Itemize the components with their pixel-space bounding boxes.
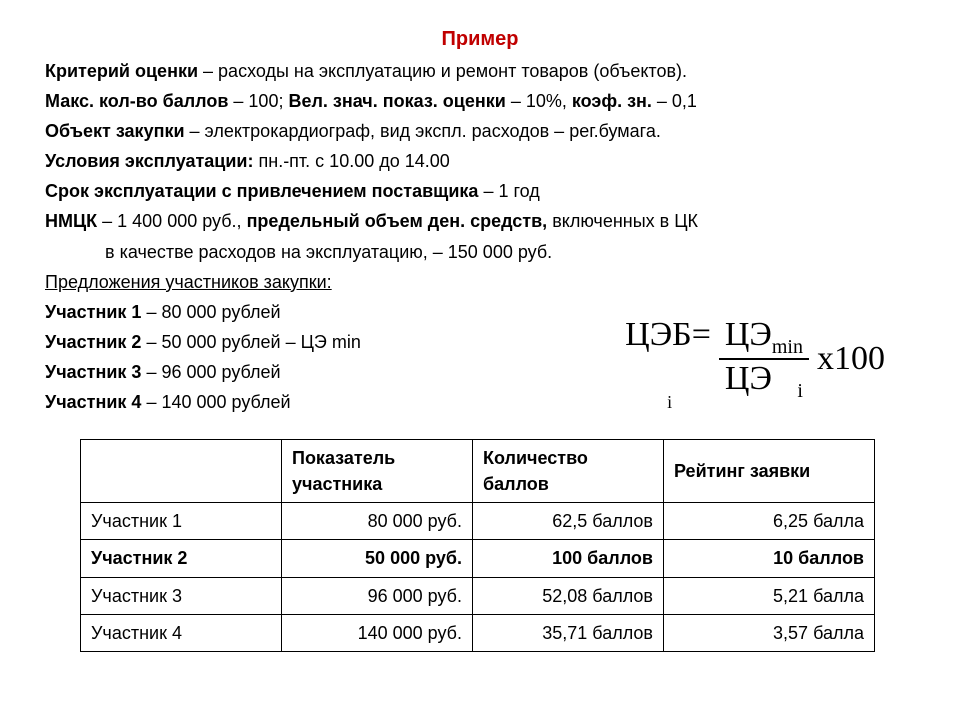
col-header-1: Показатель участника [282, 440, 473, 503]
table-cell: 96 000 руб. [282, 577, 473, 614]
formula-fraction: ЦЭmin ЦЭ i [719, 316, 809, 402]
label: Объект закупки [45, 121, 185, 141]
participant-3: Участник 3 – 96 000 рублей [45, 359, 625, 385]
col-header-2: Количество баллов [473, 440, 664, 503]
table-cell: Участник 4 [81, 614, 282, 651]
text: пн.-пт. с 10.00 до 14.00 [254, 151, 450, 171]
label: Критерий оценки [45, 61, 198, 81]
col-header-0 [81, 440, 282, 503]
label: Срок эксплуатации с привлечением поставщ… [45, 181, 478, 201]
table-cell: 140 000 руб. [282, 614, 473, 651]
page-title: Пример [45, 25, 915, 54]
sub: i [797, 380, 803, 402]
formula-lhs: ЦЭБ= i [625, 310, 711, 409]
participant-4: Участник 4 – 140 000 рублей [45, 389, 625, 415]
label: коэф. зн. [572, 91, 652, 111]
line-max-points: Макс. кол-во баллов – 100; Вел. знач. по… [45, 88, 915, 114]
participant-1: Участник 1 – 80 000 рублей [45, 299, 625, 325]
text: – 140 000 рублей [141, 392, 290, 412]
table-cell: 52,08 баллов [473, 577, 664, 614]
text: – 1 год [478, 181, 539, 201]
label: Участник 4 [45, 392, 141, 412]
text: – 80 000 рублей [141, 302, 280, 322]
table-cell: 62,5 баллов [473, 503, 664, 540]
text: – расходы на эксплуатацию и ремонт товар… [198, 61, 687, 81]
text: Предложения участников закупки: [45, 272, 332, 292]
line-term: Срок эксплуатации с привлечением поставщ… [45, 178, 915, 204]
label: Условия эксплуатации: [45, 151, 254, 171]
line-proposals-heading: Предложения участников закупки: [45, 269, 915, 295]
label: НМЦК [45, 211, 97, 231]
table-cell: 10 баллов [664, 540, 875, 577]
participants-list: Участник 1 – 80 000 рублей Участник 2 – … [45, 299, 625, 419]
table-cell: Участник 3 [81, 577, 282, 614]
line-nmck: НМЦК – 1 400 000 руб., предельный объем … [45, 208, 915, 234]
text: – 0,1 [652, 91, 697, 111]
label: Вел. знач. показ. оценки [288, 91, 505, 111]
table-row: Участник 250 000 руб.100 баллов10 баллов [81, 540, 875, 577]
table-row: Участник 4140 000 руб.35,71 баллов3,57 б… [81, 614, 875, 651]
table-row: Участник 180 000 руб.62,5 баллов6,25 бал… [81, 503, 875, 540]
text: – электрокардиограф, вид экспл. расходов… [185, 121, 661, 141]
label: Участник 2 [45, 332, 141, 352]
text: – 100; [228, 91, 288, 111]
formula-denominator: ЦЭ i [719, 358, 809, 402]
participant-2: Участник 2 – 50 000 рублей – ЦЭ min [45, 329, 625, 355]
table-cell: 35,71 баллов [473, 614, 664, 651]
label: Участник 3 [45, 362, 141, 382]
sub: min [772, 336, 803, 358]
table-cell: 5,21 балла [664, 577, 875, 614]
line-conditions: Условия эксплуатации: пн.-пт. с 10.00 до… [45, 148, 915, 174]
formula-lhs-sub: i [667, 392, 672, 412]
line-nmck-cont: в качестве расходов на эксплуатацию, – 1… [45, 239, 915, 265]
text: ЦЭ [725, 360, 772, 397]
table-cell: 100 баллов [473, 540, 664, 577]
text: ЦЭ [725, 316, 772, 353]
text: – 1 400 000 руб., [97, 211, 246, 231]
text: – 10%, [506, 91, 572, 111]
line-criterion: Критерий оценки – расходы на эксплуатаци… [45, 58, 915, 84]
table-cell: Участник 2 [81, 540, 282, 577]
table-header-row: Показатель участника Количество баллов Р… [81, 440, 875, 503]
text: включенных в ЦК [547, 211, 698, 231]
table-cell: 6,25 балла [664, 503, 875, 540]
label: Макс. кол-во баллов [45, 91, 228, 111]
table-cell: Участник 1 [81, 503, 282, 540]
label: Участник 1 [45, 302, 141, 322]
line-object: Объект закупки – электрокардиограф, вид … [45, 118, 915, 144]
table-cell: 50 000 руб. [282, 540, 473, 577]
formula-tail: x100 [817, 334, 885, 383]
text: – 96 000 рублей [141, 362, 280, 382]
formula-numerator: ЦЭmin [719, 316, 809, 358]
table-cell: 3,57 балла [664, 614, 875, 651]
label: предельный объем ден. средств, [247, 211, 548, 231]
formula: ЦЭБ= i ЦЭmin ЦЭ i x100 [625, 310, 915, 409]
text: ЦЭБ= [625, 316, 711, 353]
table-cell: 80 000 руб. [282, 503, 473, 540]
table-row: Участник 396 000 руб.52,08 баллов5,21 ба… [81, 577, 875, 614]
text: – 50 000 рублей – ЦЭ min [141, 332, 360, 352]
text: в качестве расходов на эксплуатацию, – 1… [105, 242, 552, 262]
results-table: Показатель участника Количество баллов Р… [80, 439, 875, 652]
col-header-3: Рейтинг заявки [664, 440, 875, 503]
